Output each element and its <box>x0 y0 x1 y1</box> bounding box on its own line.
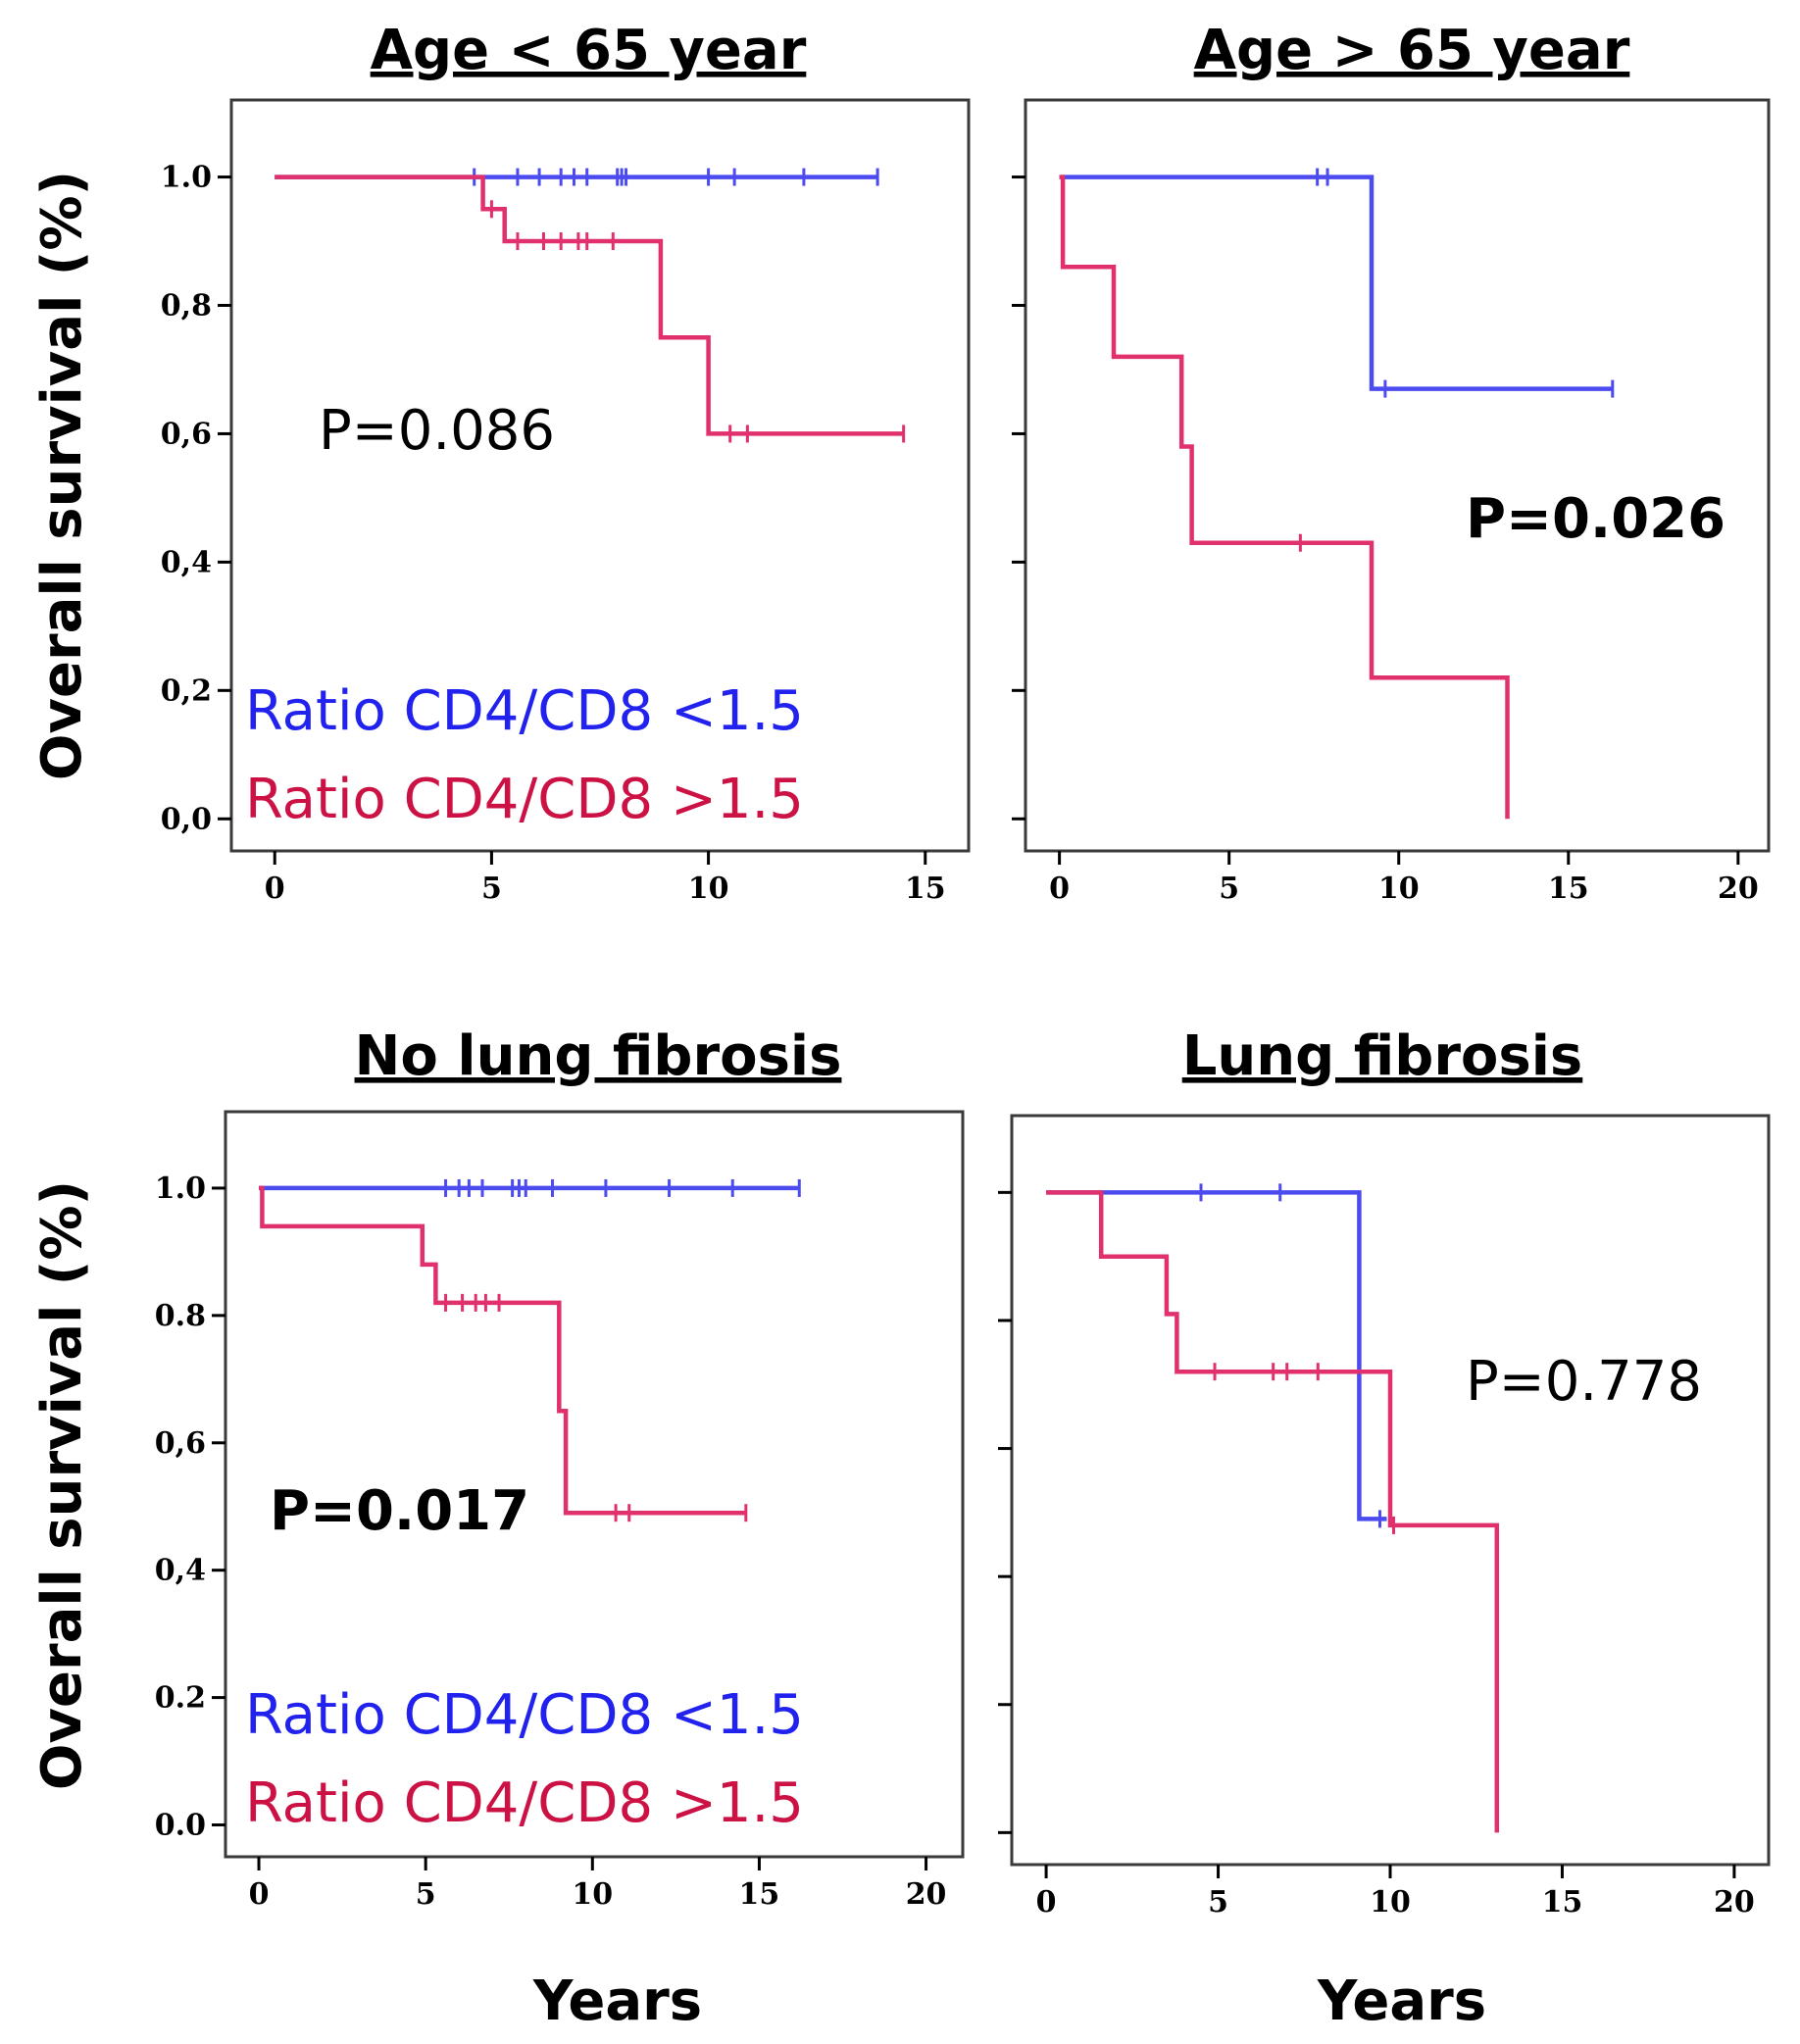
x-tick-label: 0 <box>265 872 285 906</box>
p-value: P=0.026 <box>1466 487 1725 551</box>
survival-curves <box>1059 168 1615 820</box>
x-tick-label: 15 <box>1548 872 1589 906</box>
y-tick-label: 0,0 <box>161 802 212 836</box>
panel-title: Lung fibrosis <box>1182 1024 1583 1088</box>
axis-ticks: 0 5 10 15 20 <box>998 1190 1755 1919</box>
axis-ticks: 0 5 10 15 20 <box>1012 175 1759 906</box>
x-tick-label: 10 <box>1378 872 1420 906</box>
y-axis-title-top: Overall survival (%) <box>30 171 94 780</box>
plot-frame <box>224 1110 965 1859</box>
x-tick-label: 10 <box>688 872 729 906</box>
curve-ratio-cd4-cd8-1-5 <box>1059 174 1510 820</box>
x-tick-label: 10 <box>1370 1885 1411 1919</box>
x-tick-label: 20 <box>1714 1885 1755 1919</box>
panel-title: No lung fibrosis <box>355 1024 842 1088</box>
curve-ratio-cd4-cd8-1-5 <box>275 174 904 436</box>
panel-age-over-65: Age > 65 year 0 5 10 15 20 P=0.026 <box>1012 19 1771 906</box>
plot-frame <box>1024 98 1771 853</box>
survival-curves <box>259 1178 801 1522</box>
curve-ratio-cd4-cd8-1-5 <box>1046 1190 1500 1833</box>
x-tick-label: 5 <box>481 872 502 906</box>
y-tick-label: 0,4 <box>155 1554 206 1588</box>
x-tick-label: 10 <box>572 1877 613 1912</box>
x-tick-label: 20 <box>906 1877 947 1912</box>
panel-title: Age < 65 year <box>371 19 807 82</box>
panel-lung-fibrosis: Lung fibrosis 0 5 10 15 20 P=0.778 <box>998 1024 1771 1919</box>
survival-curves <box>275 168 906 443</box>
p-value: P=0.017 <box>270 1479 529 1543</box>
x-tick-label: 5 <box>1208 1885 1228 1919</box>
legend-high-ratio: Ratio CD4/CD8 >1.5 <box>245 768 804 831</box>
x-axis-title-right: Years <box>1317 1969 1486 2033</box>
y-tick-label: 0,6 <box>155 1426 206 1461</box>
y-tick-label: 0,6 <box>161 417 212 451</box>
x-tick-label: 5 <box>416 1877 436 1912</box>
panel-age-under-65: Age < 65 year 0 5 10 15 0,0 0,2 0,4 0,6 0,8 1.0 P… <box>161 19 971 906</box>
y-tick-label: 0.8 <box>155 1299 206 1333</box>
survival-curves <box>1046 1183 1500 1833</box>
legend-low-ratio: Ratio CD4/CD8 <1.5 <box>245 679 804 743</box>
p-value: P=0.778 <box>1466 1350 1702 1414</box>
y-tick-label: 1.0 <box>155 1172 206 1206</box>
x-tick-label: 20 <box>1718 872 1759 906</box>
plot-frame <box>229 98 971 853</box>
y-axis-title-bottom: Overall survival (%) <box>30 1180 94 1790</box>
y-tick-label: 0.0 <box>155 1809 206 1843</box>
panel-title: Age > 65 year <box>1194 19 1630 82</box>
y-tick-label: 0,8 <box>161 289 212 324</box>
p-value: P=0.086 <box>319 399 555 463</box>
y-tick-label: 0.2 <box>155 1681 206 1716</box>
legend-low-ratio: Ratio CD4/CD8 <1.5 <box>245 1683 804 1747</box>
axis-ticks: 0 5 10 15 20 0.0 0.2 0,4 0,6 0.8 1.0 <box>155 1172 947 1912</box>
x-tick-label: 15 <box>1542 1885 1583 1919</box>
curve-ratio-cd4-cd8-1-5 <box>1059 174 1613 391</box>
y-tick-label: 0,4 <box>161 545 212 579</box>
x-tick-label: 0 <box>1036 1885 1057 1919</box>
x-tick-label: 15 <box>905 872 946 906</box>
x-tick-label: 15 <box>739 1877 780 1912</box>
axis-ticks: 0 5 10 15 0,0 0,2 0,4 0,6 0,8 1.0 <box>161 161 946 906</box>
curve-ratio-cd4-cd8-1-5 <box>1046 1190 1387 1521</box>
legend-high-ratio: Ratio CD4/CD8 >1.5 <box>245 1771 804 1835</box>
x-axis-title-left: Years <box>532 1969 702 2033</box>
x-tick-label: 0 <box>249 1877 270 1912</box>
y-tick-label: 0,2 <box>161 673 212 708</box>
curve-ratio-cd4-cd8-1-5 <box>259 1185 746 1516</box>
y-tick-label: 1.0 <box>161 161 212 195</box>
x-tick-label: 5 <box>1219 872 1239 906</box>
panel-no-lung-fibrosis: No lung fibrosis 0 5 10 15 20 0.0 0.2 0,4 0,6 0.8… <box>155 1024 965 1912</box>
x-tick-label: 0 <box>1049 872 1070 906</box>
